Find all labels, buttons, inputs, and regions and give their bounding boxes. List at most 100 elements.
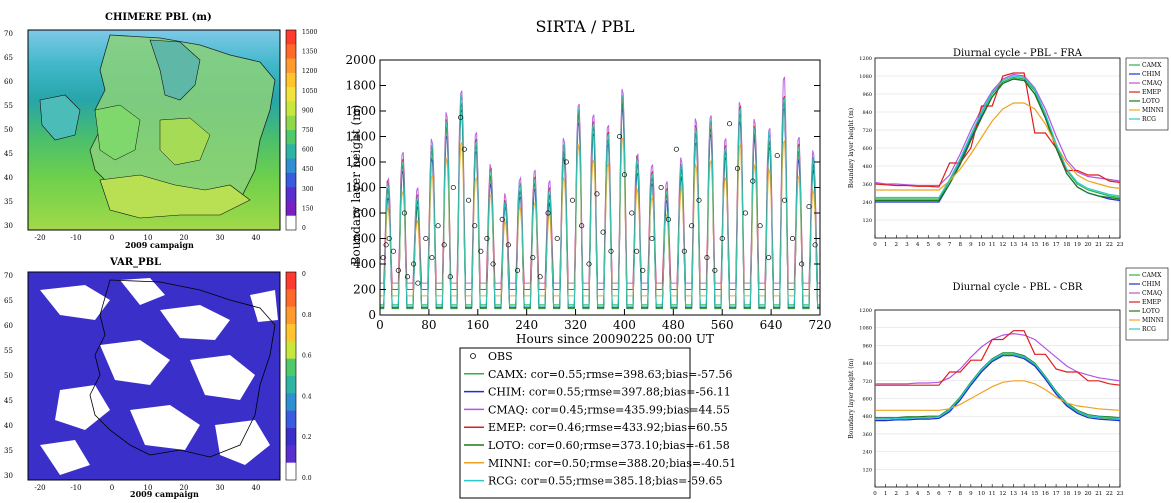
obs-point: [629, 210, 635, 216]
colorbar-swatch: [286, 115, 296, 131]
diurnal-line-cmaq: [874, 73, 1121, 187]
obs-point: [750, 178, 756, 184]
legend-label-loto: LOTO: cor=0.60;rmse=373.10;bias=-61.58: [488, 439, 730, 452]
obs-point: [774, 153, 780, 159]
obs-point: [704, 255, 710, 261]
x-tick-label: 13: [1010, 242, 1017, 248]
latitude-label: 70: [4, 30, 13, 38]
obs-point: [727, 121, 733, 127]
plot-frame: [379, 59, 821, 316]
var-colorbar-labels: 0 0.8 0.6 0.4 0.2 0.0: [302, 271, 312, 482]
x-tick-label: 16: [1042, 242, 1049, 248]
colorbar-label: 0.6: [302, 353, 312, 360]
obs-point: [466, 197, 472, 203]
pbl-map-subtitle: 2009 campaign: [125, 240, 194, 250]
longitude-label: 30: [216, 234, 225, 242]
obs-markers: [380, 114, 818, 286]
central-europe-region: [159, 117, 211, 166]
colorbar-swatch: [286, 289, 296, 308]
legend-label-emep: EMEP: cor=0.46;rmse=433.92;bias=60.55: [488, 421, 728, 434]
colorbar-swatch: [286, 341, 296, 360]
colorbar-swatch: [286, 215, 296, 231]
obs-point: [621, 172, 627, 178]
diurnal-legend-label: MINNI: [1142, 317, 1164, 324]
x-tick-label: 20: [1085, 242, 1092, 248]
obs-point: [447, 274, 453, 280]
diurnal-legend-box: [1125, 267, 1169, 341]
latitude-label: 35: [4, 447, 13, 455]
y-tick-label: 1000: [345, 181, 376, 195]
x-tick-label: 7: [948, 242, 952, 248]
var-pbl-map-title: VAR_PBL: [109, 257, 161, 268]
timeseries-panel: SIRTA / PBL Boundary layer height (m) Ho…: [330, 0, 840, 499]
x-tick-label: 640: [760, 318, 783, 332]
obs-point: [530, 255, 536, 261]
obs-point: [563, 159, 569, 165]
diurnal-legend-label: CMAQ: [1142, 80, 1162, 87]
y-tick-labels: 0 200 400 600 800 1000 1200 1400 1600 1800 2000: [345, 53, 820, 322]
y-tick-label: 360: [862, 182, 872, 188]
colorbar-swatch: [286, 72, 296, 88]
obs-point: [415, 280, 421, 286]
series-line-loto: [380, 102, 820, 310]
latitude-label: 70: [4, 272, 13, 280]
plot-frame: [874, 57, 1121, 239]
longitude-label: 40: [252, 234, 261, 242]
x-tick-label: 17: [1053, 491, 1060, 497]
x-tick-label: 15: [1031, 242, 1038, 248]
x-tick-label: 400: [613, 318, 636, 332]
y-tick-label: 240: [862, 450, 872, 456]
colorbar-swatch: [286, 428, 296, 446]
y-tick-label: 400: [353, 257, 376, 271]
y-tick-label: 1080: [859, 326, 872, 332]
series-line-emep: [380, 95, 820, 290]
colorbar-swatch: [286, 445, 296, 464]
x-tick-label: 21: [1095, 491, 1102, 497]
colorbar-label: 0.4: [302, 393, 312, 400]
x-tick-label: 2: [895, 242, 899, 248]
colorbar-label: 450: [302, 166, 314, 173]
y-axis-label: Boundary layer height (m): [848, 358, 855, 438]
x-tick-label: 12: [999, 491, 1006, 497]
diurnal-legend-label: CAMX: [1142, 272, 1162, 279]
chart-title: SIRTA / PBL: [535, 17, 634, 36]
scandinavia-shape: [149, 39, 201, 101]
obs-point: [673, 146, 679, 152]
diurnal-line-minni: [875, 102, 1121, 191]
y-axis-label: Boundary layer height (m): [349, 105, 363, 266]
diurnal-line-camx: [875, 353, 1121, 420]
colorbar-swatch: [286, 272, 296, 290]
series-line-chim: [380, 107, 820, 308]
legend-label-obs: OBS: [488, 350, 513, 363]
x-tick-label: 0: [873, 491, 877, 497]
colorbar-label: 300: [302, 186, 314, 193]
longitude-label: -10: [70, 234, 81, 242]
var-pbl-map-panel: VAR_PBL 70 65 60 55 50 45 40 35 30 -20 -10 0 10 20 30…: [0, 250, 330, 499]
diurnal-legend-box: [1125, 57, 1169, 131]
x-tick-label: 8: [958, 242, 962, 248]
x-tick-label: 20: [1085, 491, 1092, 497]
legend-label-chim: CHIM: cor=0.55;rmse=397.88;bias=-56.11: [488, 386, 731, 399]
latitude-labels: 70 65 60 55 50 45 40 35 30: [4, 30, 13, 230]
colorbar-label: 900: [302, 107, 314, 114]
legend-obs-marker: [470, 353, 476, 359]
y-tick-label: 1200: [859, 56, 872, 62]
obs-point: [411, 261, 417, 267]
latitude-label: 45: [4, 397, 13, 405]
diurnal-line-rcg: [875, 75, 1121, 199]
x-tick-label: 7: [948, 491, 952, 497]
obs-point: [499, 216, 505, 222]
longitude-label: -20: [34, 234, 45, 242]
x-tick-label: 0: [376, 318, 384, 332]
x-tick-label: 1: [884, 242, 888, 248]
latitude-label: 45: [4, 150, 13, 158]
x-tick-label: 6: [937, 242, 941, 248]
obs-point: [586, 261, 592, 267]
latitude-label: 65: [4, 297, 13, 305]
x-tick-label: 320: [564, 318, 587, 332]
timeseries-chart: SIRTA / PBL Boundary layer height (m) Ho…: [345, 17, 831, 499]
obs-point: [634, 248, 640, 254]
colorbar-swatch: [286, 87, 296, 102]
colorbar-swatch: [286, 187, 296, 202]
colorbar-label: 0: [302, 225, 306, 232]
